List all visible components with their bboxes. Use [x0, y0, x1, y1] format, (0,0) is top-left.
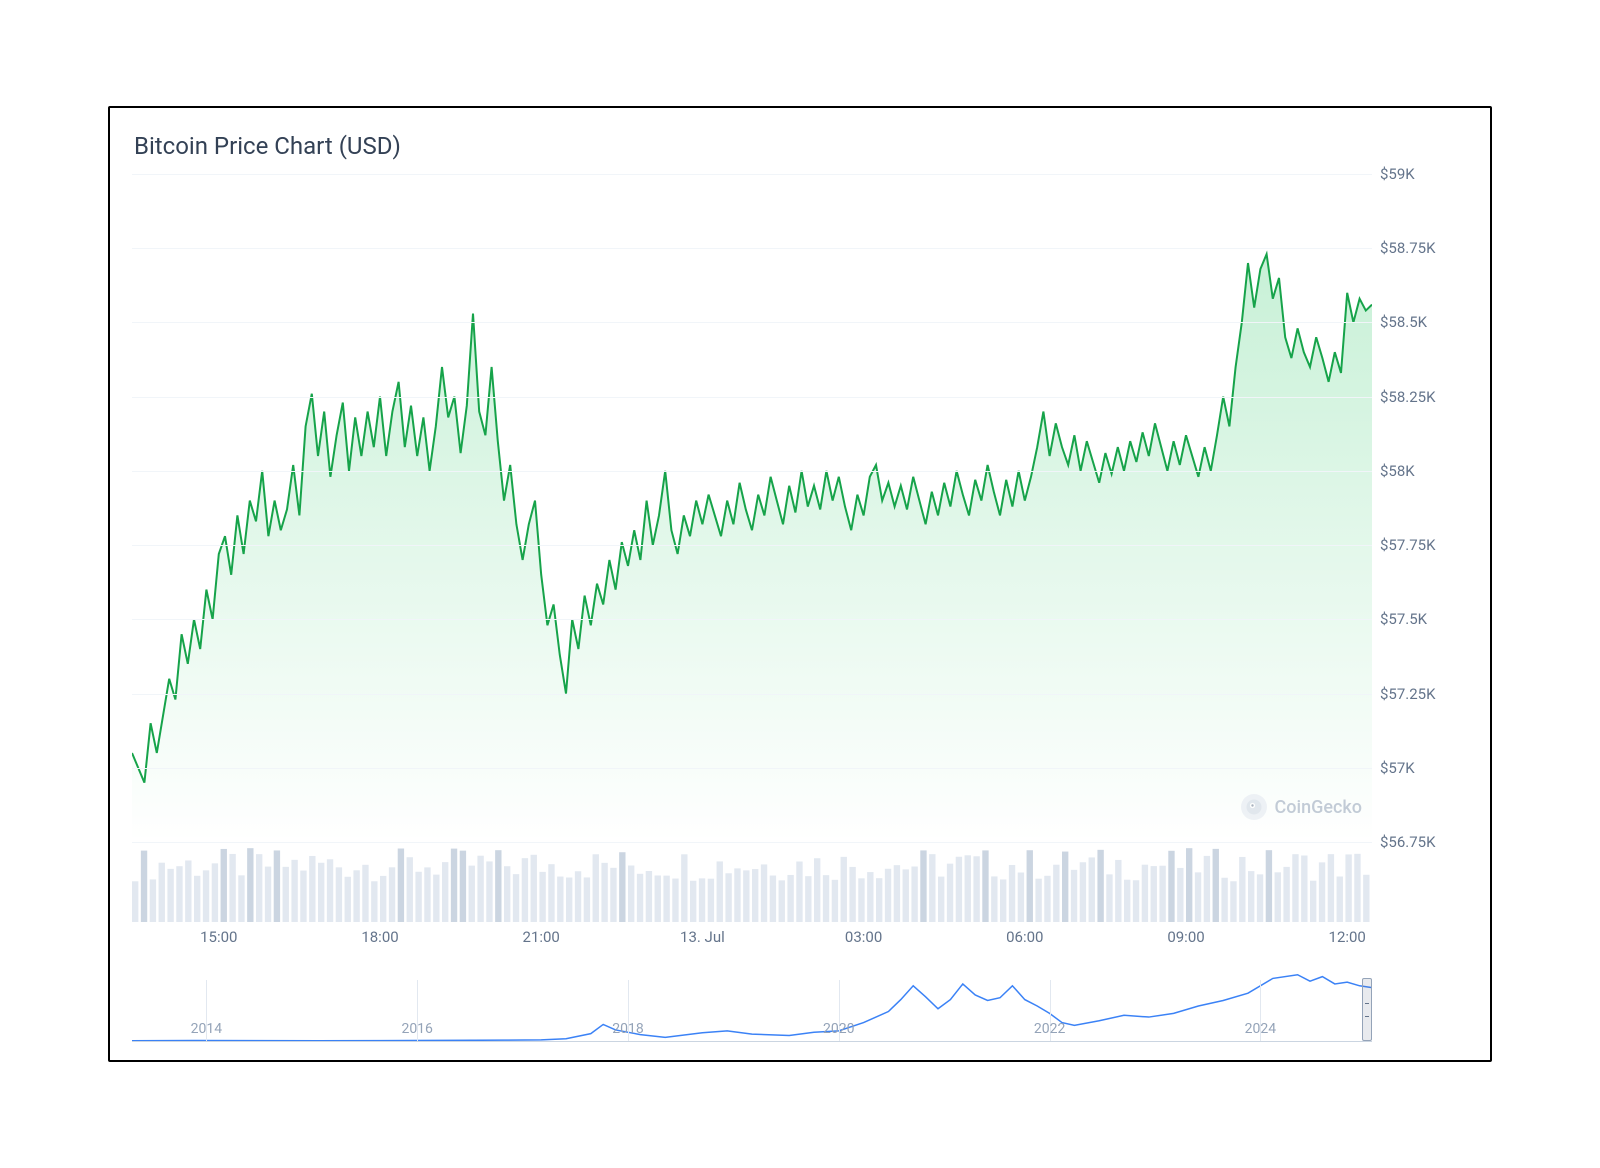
navigator-chart[interactable]: 2014 2016 2018 2020 2022 2024: [132, 972, 1468, 1042]
y-tick-label: $57.25K: [1380, 685, 1436, 703]
navigator-tick-label: 2014: [191, 1021, 222, 1037]
chart-title: Bitcoin Price Chart (USD): [132, 126, 1468, 174]
y-tick-label: $57K: [1380, 759, 1415, 777]
y-tick-label: $57.5K: [1380, 610, 1427, 628]
x-tick-label: 21:00: [523, 928, 560, 946]
main-chart[interactable]: CoinGecko $59K$58.75K$58.5K$58.25K$58K$5…: [132, 174, 1468, 842]
chart-panel: Bitcoin Price Chart (USD) CoinGecko $59K…: [108, 106, 1492, 1062]
x-tick-label: 09:00: [1167, 928, 1204, 946]
navigator-tick-label: 2022: [1034, 1021, 1065, 1037]
y-tick-label: $58.75K: [1380, 239, 1436, 257]
navigator-tick-label: 2020: [823, 1021, 854, 1037]
x-tick-label: 03:00: [845, 928, 882, 946]
x-tick-label: 06:00: [1006, 928, 1043, 946]
x-tick-label: 15:00: [200, 928, 237, 946]
y-tick-label: $58.25K: [1380, 388, 1436, 406]
volume-chart[interactable]: [132, 848, 1468, 922]
navigator-tick-label: 2018: [612, 1021, 643, 1037]
x-tick-label: 13. Jul: [680, 928, 725, 946]
watermark: CoinGecko: [1241, 794, 1362, 820]
coingecko-icon: [1241, 794, 1267, 820]
navigator-tick-label: 2016: [401, 1021, 432, 1037]
y-tick-label: $59K: [1380, 165, 1415, 183]
y-tick-label: $57.75K: [1380, 536, 1436, 554]
y-tick-label: $58K: [1380, 462, 1415, 480]
y-axis: $59K$58.75K$58.5K$58.25K$58K$57.75K$57.5…: [1372, 174, 1468, 842]
x-axis: 15:00 18:00 21:00 13. Jul 03:00 06:00 09:00 12:…: [132, 926, 1372, 958]
x-tick-label: 12:00: [1329, 928, 1366, 946]
navigator-handle[interactable]: [1362, 978, 1372, 1041]
watermark-text: CoinGecko: [1275, 797, 1362, 818]
navigator-tick-label: 2024: [1245, 1021, 1276, 1037]
y-tick-label: $58.5K: [1380, 313, 1427, 331]
x-tick-label: 18:00: [361, 928, 398, 946]
